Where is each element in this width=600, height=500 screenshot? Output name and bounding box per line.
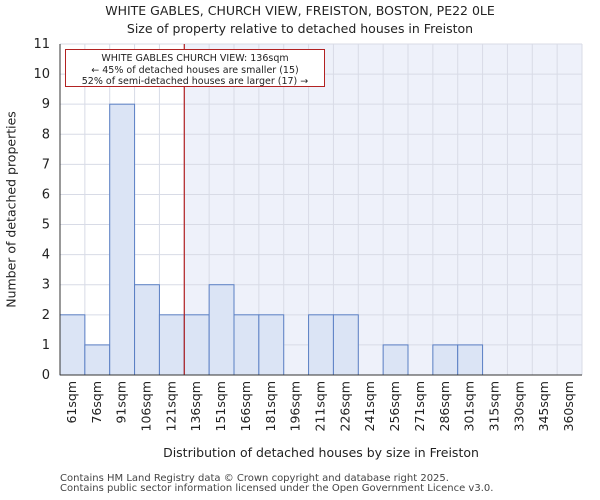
chart-subtitle: Size of property relative to detached ho…	[126, 21, 474, 36]
x-axis-label: Distribution of detached houses by size …	[163, 445, 479, 460]
x-tick-label: 286sqm	[437, 381, 452, 431]
annotation-line-1: WHITE GABLES CHURCH VIEW: 136sqm	[101, 53, 289, 64]
x-tick-label: 91sqm	[114, 381, 129, 424]
bar-301sqm	[457, 344, 484, 376]
footer-copyright: Contains HM Land Registry data © Crown c…	[60, 473, 449, 484]
bar-76sqm	[84, 344, 111, 376]
annotation-line-3: 52% of semi-detached houses are larger (…	[81, 76, 309, 87]
bar-286sqm	[432, 344, 459, 376]
footer-licence: Contains public sector information licen…	[60, 483, 494, 494]
y-axis-label: Number of detached properties	[4, 111, 19, 308]
bar-166sqm	[233, 314, 260, 376]
x-tick-label: 196sqm	[288, 381, 303, 431]
bar-61sqm	[59, 314, 86, 376]
y-tick-label: 10	[33, 67, 50, 82]
bar-151sqm	[208, 284, 235, 376]
x-tick-label: 345sqm	[536, 381, 551, 431]
x-tick-label: 181sqm	[263, 381, 278, 431]
bar-181sqm	[258, 314, 285, 376]
x-tick-label: 121sqm	[163, 381, 178, 431]
bar-91sqm	[109, 103, 136, 376]
x-tick-label: 256sqm	[387, 381, 402, 431]
x-tick-label: 301sqm	[462, 381, 477, 431]
x-tick-label: 226sqm	[337, 381, 352, 431]
y-tick-label: 3	[42, 278, 50, 293]
y-tick-label: 6	[42, 187, 50, 202]
annotation-box: WHITE GABLES CHURCH VIEW: 136sqm ← 45% o…	[65, 49, 325, 87]
bar-211sqm	[308, 314, 334, 376]
y-tick-label: 2	[42, 308, 50, 323]
bar-226sqm	[332, 314, 359, 376]
bar-106sqm	[134, 284, 160, 376]
annotation-line-2: ← 45% of detached houses are smaller (15…	[91, 64, 299, 76]
x-tick-label: 76sqm	[89, 381, 104, 424]
x-tick-label: 241sqm	[362, 381, 377, 431]
y-tick-label: 11	[33, 37, 50, 52]
y-tick-label: 5	[42, 218, 50, 233]
x-tick-label: 330sqm	[511, 381, 526, 431]
x-tick-label: 271sqm	[412, 381, 427, 431]
y-tick-label: 8	[42, 127, 50, 142]
page-title: WHITE GABLES, CHURCH VIEW, FREISTON, BOS…	[105, 3, 495, 18]
x-tick-label: 106sqm	[139, 381, 154, 431]
y-tick-label: 0	[42, 368, 50, 383]
y-tick-label: 4	[42, 248, 50, 263]
x-tick-label: 211sqm	[313, 381, 328, 431]
bar-136sqm	[183, 314, 210, 376]
x-tick-label: 360sqm	[561, 381, 576, 431]
y-tick-label: 7	[42, 157, 50, 172]
bar-121sqm	[158, 314, 185, 376]
y-tick-label: 1	[42, 338, 50, 353]
x-tick-label: 61sqm	[64, 381, 79, 424]
x-tick-label: 151sqm	[213, 381, 228, 431]
x-tick-label: 315sqm	[487, 381, 502, 431]
x-tick-label: 136sqm	[188, 381, 203, 431]
x-tick-label: 166sqm	[238, 381, 253, 431]
y-tick-label: 9	[42, 97, 50, 112]
bar-256sqm	[382, 344, 409, 376]
